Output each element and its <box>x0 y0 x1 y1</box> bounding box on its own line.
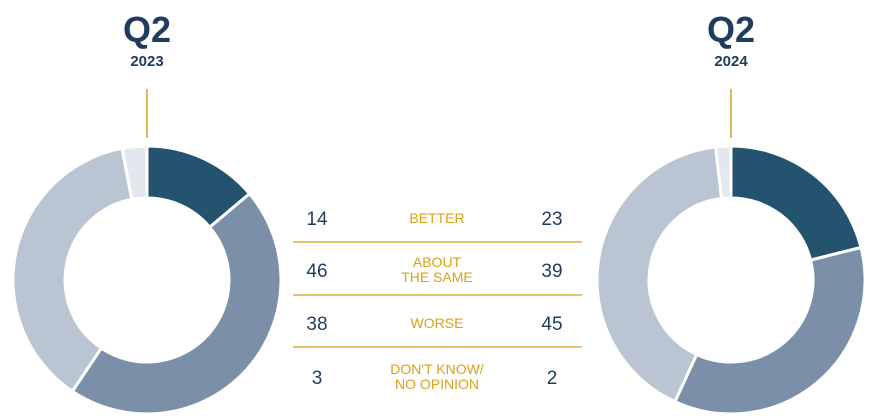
right-year-label: 2024 <box>714 53 748 70</box>
value-2023-0: 14 <box>306 209 328 230</box>
slice-s0-2 <box>11 146 134 394</box>
category-label-2: WORSE <box>411 315 464 331</box>
category-label-1-line-1: THE SAME <box>401 269 473 285</box>
slice-s0-1 <box>70 191 283 416</box>
slice-s1-2 <box>595 145 724 404</box>
value-2024-1: 39 <box>541 261 562 282</box>
right-period-label: Q2 <box>707 9 755 50</box>
slice-s1-1 <box>672 245 867 416</box>
value-2023-3: 3 <box>312 368 323 389</box>
left-period-label: Q2 <box>123 9 171 50</box>
value-2023-2: 38 <box>306 314 327 335</box>
value-2024-3: 2 <box>547 368 558 389</box>
slice-s0-3 <box>120 144 149 202</box>
donut-2024 <box>595 144 867 416</box>
category-label-0: BETTER <box>409 210 464 226</box>
category-label-3-line-1: NO OPINION <box>395 376 479 392</box>
category-label-3-line-0: DON'T KNOW/ <box>390 361 484 377</box>
left-year-label: 2023 <box>130 53 163 70</box>
value-2024-2: 45 <box>541 314 562 335</box>
category-label-1-line-0: ABOUT <box>413 254 462 270</box>
value-2023-1: 46 <box>306 261 327 282</box>
slice-s1-0 <box>729 144 863 262</box>
value-2024-0: 23 <box>541 209 562 230</box>
slice-s1-3 <box>713 144 733 201</box>
donut-2023 <box>11 144 283 416</box>
